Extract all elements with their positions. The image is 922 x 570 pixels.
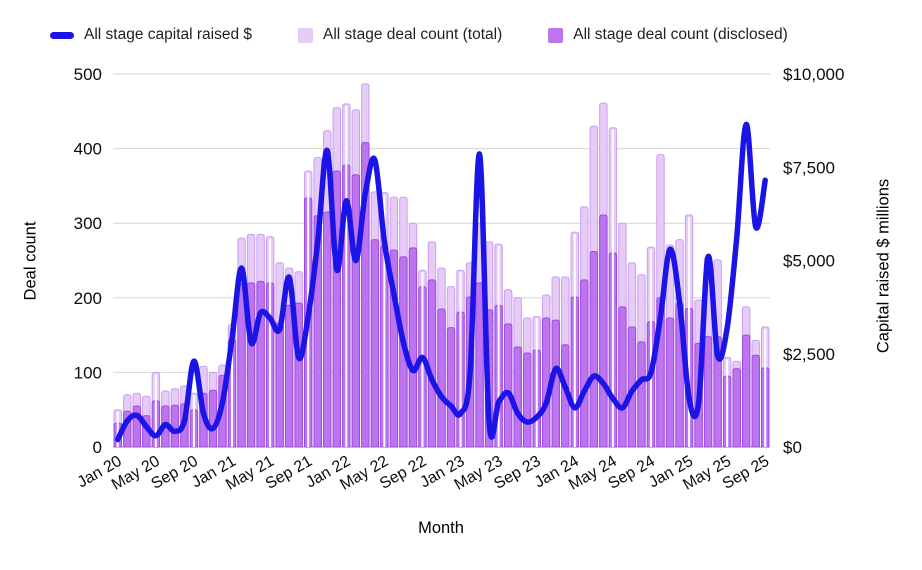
- deal-count-bar: [561, 344, 570, 448]
- deal-count-bar: [323, 211, 332, 448]
- chart-legend: All stage capital raised $ All stage dea…: [50, 26, 788, 44]
- deal-count-bar: [132, 405, 142, 448]
- left-axis-title: Deal count: [21, 221, 40, 301]
- left-axis-tick-label: 300: [74, 214, 102, 233]
- left-axis-tick-label: 400: [74, 140, 102, 159]
- deal-count-bar: [437, 308, 446, 448]
- deal-count-bar: [580, 279, 589, 448]
- deal-count-bar: [370, 239, 380, 448]
- legend-item-capital-raised: All stage capital raised $: [50, 26, 252, 44]
- legend-label-deal-count-total: All stage deal count (total): [323, 26, 503, 43]
- deal-count-bar: [551, 319, 560, 448]
- right-axis-tick-label: $7,500: [783, 158, 835, 177]
- deal-count-bar: [275, 322, 284, 448]
- total-bar-swatch-icon: [298, 27, 314, 43]
- disclosed-bar-swatch-icon: [548, 27, 564, 43]
- deal-count-bar: [408, 247, 418, 448]
- deal-count-bar: [542, 317, 551, 448]
- legend-item-deal-count-total: All stage deal count (total): [298, 26, 502, 44]
- left-axis-tick-label: 500: [74, 65, 102, 84]
- deal-count-bar: [589, 251, 599, 448]
- deal-count-bar: [503, 323, 513, 448]
- deal-count-bar: [637, 341, 646, 448]
- right-axis-tick-label: $5,000: [783, 252, 835, 271]
- deal-count-bar: [703, 336, 713, 448]
- deal-count-bar: [170, 404, 180, 448]
- line-series-swatch-icon: [50, 31, 74, 39]
- deal-count-bar: [618, 306, 627, 448]
- deal-count-bar: [513, 346, 522, 448]
- left-axis-tick-label: 200: [74, 289, 102, 308]
- capital-raised-line: [115, 121, 768, 443]
- deal-count-bar: [427, 279, 437, 448]
- deal-count-bar: [665, 317, 675, 448]
- right-axis-title: Capital raised $ millions: [874, 178, 893, 354]
- deal-count-bar: [351, 174, 361, 448]
- deal-count-bar: [284, 304, 294, 448]
- legend-item-deal-count-disclosed: All stage deal count (disclosed): [548, 26, 788, 44]
- x-axis-title: Month: [418, 519, 464, 537]
- deal-count-bar: [256, 280, 265, 448]
- deal-count-bar: [732, 368, 741, 448]
- deal-count-bar: [741, 334, 751, 448]
- deal-count-bar: [446, 327, 456, 448]
- deal-count-bar: [475, 282, 484, 448]
- deal-count-bar: [522, 352, 532, 448]
- deal-count-bar: [208, 389, 218, 448]
- left-axis-tick-label: 100: [74, 363, 102, 382]
- right-axis-tick-label: $2,500: [783, 345, 835, 364]
- right-axis-tick-label: $0: [783, 438, 802, 457]
- legend-label-capital-raised: All stage capital raised $: [84, 26, 253, 43]
- left-axis-tick-label: 0: [93, 438, 102, 457]
- deal-count-bar: [751, 354, 760, 448]
- right-axis-tick-label: $10,000: [783, 65, 844, 84]
- deal-count-bar: [599, 214, 608, 448]
- legend-label-deal-count-disclosed: All stage deal count (disclosed): [573, 26, 788, 43]
